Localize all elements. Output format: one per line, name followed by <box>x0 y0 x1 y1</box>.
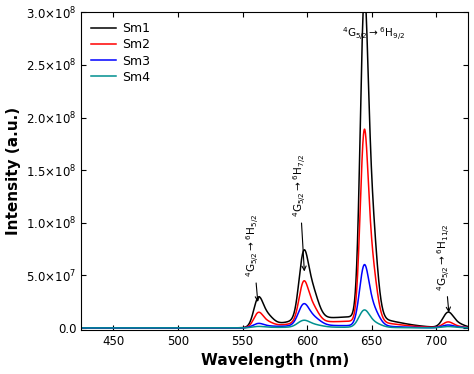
Sm4 <box>262 325 268 329</box>
Sm4 <box>454 325 459 329</box>
Sm2 <box>362 127 367 131</box>
Sm2 <box>360 147 365 151</box>
Line: Sm3: Sm3 <box>81 264 468 328</box>
Sm2 <box>465 325 471 330</box>
Sm4 <box>465 325 471 330</box>
Sm4 <box>241 326 247 330</box>
Sm3 <box>241 325 247 330</box>
Sm4 <box>244 325 250 330</box>
Sm4 <box>360 309 365 313</box>
Text: $^4$G$_{5/2}$$\rightarrow$$^6$H$_{7/2}$: $^4$G$_{5/2}$$\rightarrow$$^6$H$_{7/2}$ <box>291 154 308 270</box>
Sm3 <box>78 326 84 330</box>
Sm1 <box>465 324 471 329</box>
Sm2 <box>78 326 84 330</box>
Sm3 <box>454 324 459 329</box>
Line: Sm2: Sm2 <box>81 129 468 328</box>
Sm2 <box>454 323 459 328</box>
Sm3 <box>362 262 367 267</box>
Sm2 <box>244 325 250 329</box>
Sm1 <box>262 306 268 310</box>
Text: $^4$G$_{5/2}$$\rightarrow$$^6$H$_{9/2}$: $^4$G$_{5/2}$$\rightarrow$$^6$H$_{9/2}$ <box>342 25 405 42</box>
Sm3 <box>465 325 471 330</box>
Sm3 <box>244 325 250 329</box>
Y-axis label: Intensity (a.u.): Intensity (a.u.) <box>6 107 20 235</box>
Sm1 <box>244 324 250 328</box>
Sm1 <box>360 27 365 31</box>
Sm1 <box>435 323 440 328</box>
Sm1 <box>78 326 84 330</box>
Sm1 <box>241 325 247 330</box>
Sm3 <box>360 267 365 272</box>
Line: Sm4: Sm4 <box>81 310 468 328</box>
Sm3 <box>262 323 268 327</box>
Sm2 <box>262 316 268 321</box>
X-axis label: Wavelength (nm): Wavelength (nm) <box>201 353 349 368</box>
Sm4 <box>78 326 84 330</box>
Sm3 <box>435 325 440 329</box>
Line: Sm1: Sm1 <box>81 0 468 328</box>
Sm1 <box>454 318 459 323</box>
Legend: Sm1, Sm2, Sm3, Sm4: Sm1, Sm2, Sm3, Sm4 <box>87 19 154 88</box>
Sm2 <box>435 325 440 329</box>
Sm2 <box>241 325 247 330</box>
Text: $^4$G$_{5/2}$$\rightarrow$$^6$H$_{11/2}$: $^4$G$_{5/2}$$\rightarrow$$^6$H$_{11/2}$ <box>436 223 452 311</box>
Text: $^4$G$_{5/2}$$\rightarrow$$^6$H$_{5/2}$: $^4$G$_{5/2}$$\rightarrow$$^6$H$_{5/2}$ <box>245 214 261 301</box>
Sm4 <box>362 308 367 312</box>
Sm4 <box>435 325 440 330</box>
